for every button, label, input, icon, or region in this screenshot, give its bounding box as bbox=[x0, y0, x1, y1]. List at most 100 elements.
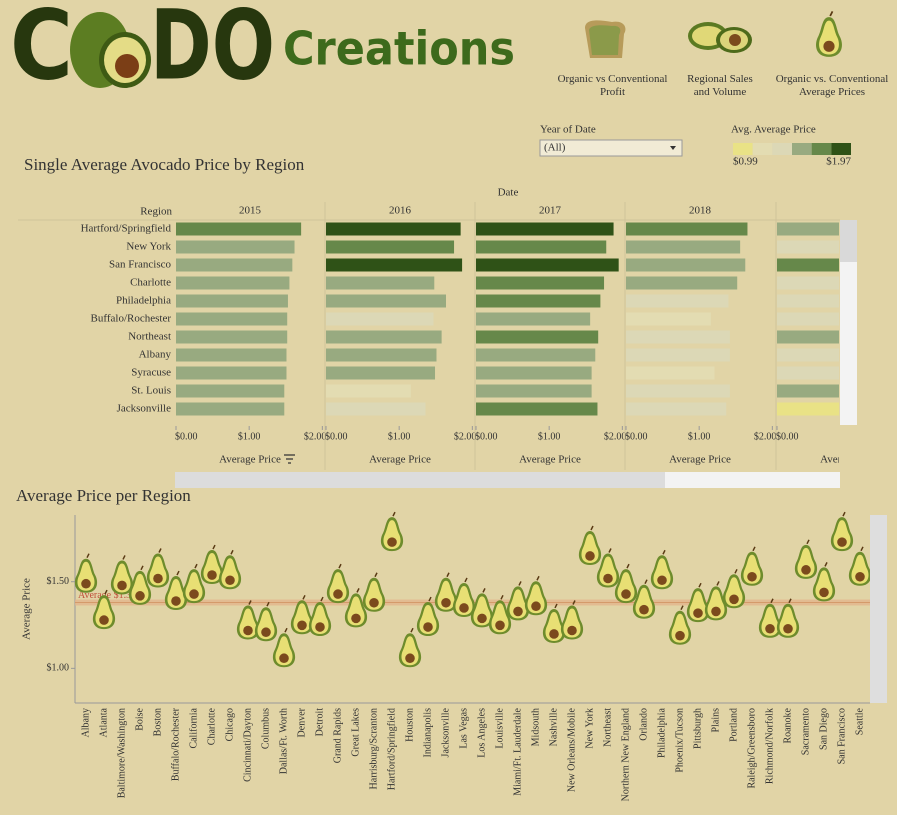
bar bbox=[777, 294, 839, 308]
avocado-point bbox=[452, 577, 476, 618]
bar bbox=[626, 348, 730, 362]
x-tick-label: $1.00 bbox=[688, 431, 711, 442]
bar bbox=[176, 240, 295, 254]
x-tick-label: Midsouth bbox=[531, 708, 542, 746]
x-tick-label: Albany bbox=[81, 708, 92, 737]
x-tick-label: $0.00 bbox=[475, 431, 498, 442]
x-tick-label: Houston bbox=[405, 708, 416, 742]
bar bbox=[626, 276, 738, 290]
row-header: Region bbox=[140, 206, 172, 218]
avocado-point bbox=[74, 552, 98, 594]
nav-icon[interactable] bbox=[815, 10, 843, 58]
bar bbox=[326, 258, 463, 272]
legend-max-label: $1.97 bbox=[826, 156, 851, 168]
logo[interactable]: C DO Creations bbox=[10, 0, 515, 101]
bar bbox=[176, 366, 287, 380]
avocado-point bbox=[650, 549, 674, 590]
avocado-point bbox=[686, 582, 710, 623]
bar bbox=[626, 294, 729, 308]
x-tick-label: Northern New England bbox=[621, 708, 632, 801]
y-tick-label: $1.50 bbox=[47, 576, 70, 587]
x-tick-label: $1.00 bbox=[388, 431, 411, 442]
nav-link[interactable]: Organic vs Conventional Profit bbox=[557, 73, 668, 98]
bar bbox=[777, 330, 839, 344]
bar bbox=[777, 348, 839, 362]
x-tick-label: $0.00 bbox=[175, 431, 198, 442]
x-tick-label: $0.00 bbox=[325, 431, 348, 442]
avocado-point bbox=[560, 599, 584, 641]
bar bbox=[626, 330, 730, 344]
bar bbox=[626, 222, 748, 236]
avocado-point bbox=[848, 546, 872, 587]
x-tick-label: Pittsburgh bbox=[693, 708, 704, 749]
sort-icon[interactable] bbox=[284, 454, 295, 464]
x-axis-title: Average Price bbox=[519, 454, 581, 466]
x-tick-label: San Francisco bbox=[837, 708, 848, 764]
legend-swatch bbox=[792, 143, 812, 155]
bar bbox=[176, 294, 288, 308]
row-label: St. Louis bbox=[131, 385, 171, 397]
x-tick-label: $2.00 bbox=[754, 431, 777, 442]
bar-area: Hartford/Springfield New York San Francisc… bbox=[81, 222, 839, 416]
x-tick-label: Plains bbox=[711, 708, 722, 733]
x-tick-label: Jacksonville bbox=[441, 707, 452, 757]
x-tick-label: Buffalo/Rochester bbox=[171, 707, 182, 781]
bar bbox=[476, 366, 592, 380]
bar bbox=[326, 222, 461, 236]
scrollbar-thumb[interactable] bbox=[840, 220, 857, 262]
column-label: 2018 bbox=[689, 205, 712, 217]
x-tick-label: Miami/Ft. Lauderdale bbox=[513, 707, 524, 795]
x-tick-label: Cincinnati/Dayton bbox=[243, 708, 254, 782]
bar bbox=[176, 330, 288, 344]
bar bbox=[476, 348, 596, 362]
vertical-scrollbar[interactable] bbox=[840, 220, 857, 425]
avocado-point bbox=[254, 601, 278, 642]
x-tick-label: Columbus bbox=[261, 708, 272, 749]
filter-value[interactable]: (All) bbox=[544, 142, 566, 154]
bar bbox=[626, 312, 711, 326]
x-tick-label: Louisville bbox=[495, 707, 506, 748]
row-label: Syracuse bbox=[131, 367, 171, 379]
row-label: Albany bbox=[139, 349, 172, 361]
scrollbar-thumb[interactable] bbox=[175, 472, 665, 488]
bar bbox=[476, 402, 598, 416]
bar bbox=[476, 312, 591, 326]
x-tick-label: San Diego bbox=[819, 708, 830, 750]
nav-link[interactable]: Organic vs. Conventional Average Prices bbox=[775, 73, 889, 98]
avocado-point bbox=[326, 563, 350, 604]
x-tick-label: Indianapolis bbox=[423, 708, 434, 758]
x-tick-label: Las Vegas bbox=[459, 708, 470, 749]
avocado-point bbox=[740, 546, 764, 587]
x-tick-label: Los Angeles bbox=[477, 708, 488, 758]
x-tick-label: Philadelphia bbox=[657, 707, 668, 758]
nav-icon[interactable] bbox=[585, 20, 626, 58]
x-tick-label: Sacramento bbox=[801, 708, 812, 755]
x-tick-label: Harrisburg/Scranton bbox=[369, 708, 380, 789]
row-label: Hartford/Springfield bbox=[81, 223, 172, 235]
filter-dropdown[interactable] bbox=[539, 139, 683, 157]
avocado-point bbox=[110, 554, 134, 596]
x-tick-label: Northeast bbox=[603, 708, 614, 747]
legend-swatch bbox=[831, 143, 851, 155]
column-header: Date bbox=[498, 187, 519, 199]
vertical-scrollbar[interactable] bbox=[870, 515, 887, 703]
avocado-point bbox=[632, 578, 656, 620]
bar bbox=[326, 366, 436, 380]
legend-swatch bbox=[752, 143, 773, 155]
x-tick-label: Portland bbox=[729, 708, 740, 742]
x-tick-label: $0.00 bbox=[625, 431, 648, 442]
column-label: 2015 bbox=[239, 205, 262, 217]
nav-link[interactable]: Regional Sales and Volume bbox=[687, 73, 753, 98]
nav-icon[interactable] bbox=[688, 22, 752, 53]
x-tick-label: Seattle bbox=[855, 707, 866, 735]
x-tick-label: Detroit bbox=[315, 708, 326, 737]
avocado-point bbox=[524, 575, 548, 616]
avocado-point bbox=[542, 603, 566, 644]
legend-swatch bbox=[811, 143, 832, 155]
row-label: Jacksonville bbox=[117, 403, 171, 415]
x-tick-label: Chicago bbox=[225, 708, 236, 741]
x-tick-label: Atlanta bbox=[99, 707, 110, 737]
dropdown-arrow[interactable] bbox=[670, 146, 676, 150]
